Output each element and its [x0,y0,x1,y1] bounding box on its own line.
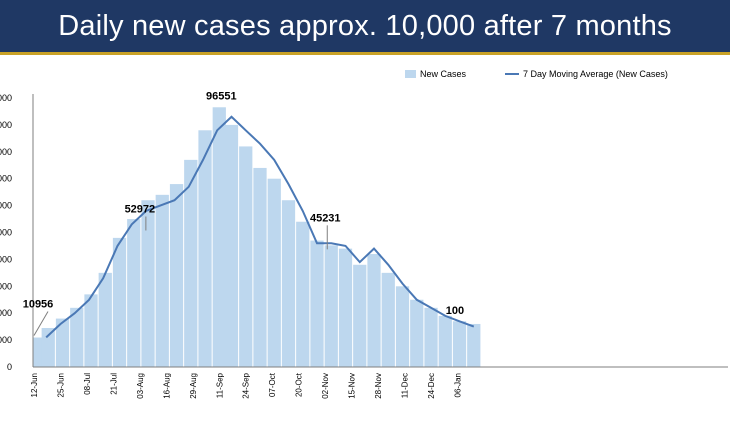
y-tick-label: 10000 [0,335,12,345]
bar [367,254,381,367]
bar [253,167,267,367]
bar [438,315,452,367]
legend-swatch-bar [405,70,416,78]
bar [410,299,424,367]
y-tick-label: 70000 [0,174,12,184]
bar [467,323,481,367]
legend-label: New Cases [420,69,467,79]
bar [381,272,395,367]
chart-annotations: 10956 52972 96551 45231 100 [23,90,464,336]
bar [239,146,253,367]
y-tick-label: 80000 [0,147,12,157]
bar [452,321,467,367]
data-label: 10956 [23,299,54,311]
moving-average-line [45,115,475,339]
bar [395,286,410,367]
x-tick-label: 08-Jul [83,373,92,395]
bar [155,194,169,367]
x-tick-label: 25-Jun [56,373,65,397]
bar [338,248,353,367]
x-axis-tick-labels: 12-Jun 25-Jun 08-Jul 21-Jul 03-Aug 16-Aug 29-A… [30,372,462,399]
x-tick-label: 15-Nov [348,373,357,399]
y-tick-label: 0 [7,362,12,372]
x-tick-label: 24-Sep [242,372,251,398]
x-tick-label: 02-Nov [321,373,330,399]
bar [169,184,184,367]
bar [267,178,281,367]
bar [324,245,338,367]
bar-series [33,107,481,368]
bar [310,240,324,367]
x-tick-label: 29-Aug [189,373,198,399]
bar [296,221,310,367]
bar [224,124,239,368]
bar [41,327,55,367]
y-tick-label: 30000 [0,281,12,291]
x-tick-label: 06-Jan [453,373,462,397]
y-tick-label: 50000 [0,228,12,238]
x-tick-label: 03-Aug [136,373,145,399]
bar [84,294,98,367]
bar [424,307,438,367]
y-tick-label: 20000 [0,308,12,318]
data-label: 52972 [125,204,156,216]
x-tick-label: 20-Oct [295,372,304,397]
chart-legend: New Cases 7 Day Moving Average (New Cases… [405,69,668,79]
bar [112,237,127,367]
x-tick-label: 11-Dec [401,373,410,398]
bar [70,307,84,367]
bar [212,107,226,368]
title-underline [0,52,730,55]
bar [281,200,296,367]
annotation-leader [33,311,49,336]
x-tick-label: 21-Jul [109,373,118,395]
x-tick-label: 11-Sep [215,372,224,398]
chart-axes [32,94,728,368]
data-label: 96551 [206,90,237,102]
y-tick-label: 40000 [0,254,12,264]
title-banner: Daily new cases approx. 10,000 after 7 m… [0,0,730,52]
y-tick-label: 100000 [0,93,12,103]
page-title: Daily new cases approx. 10,000 after 7 m… [58,9,672,42]
bar [198,130,212,367]
bar [55,318,70,367]
bar [184,159,198,367]
y-tick-label: 90000 [0,120,12,130]
bar [98,272,112,367]
x-tick-label: 07-Oct [268,372,277,397]
data-label: 100 [446,305,464,317]
legend-label: 7 Day Moving Average (New Cases) [523,69,668,79]
x-tick-label: 28-Nov [374,373,383,399]
data-label: 45231 [310,212,341,224]
y-tick-label: 60000 [0,201,12,211]
cases-chart: New Cases 7 Day Moving Average (New Cases… [0,69,728,399]
x-tick-label: 24-Dec [427,373,436,399]
x-tick-label: 12-Jun [30,373,39,397]
y-axis-tick-labels: 0 10000 20000 30000 40000 50000 60000 70000 8000… [0,93,12,372]
bar [141,200,155,367]
bar [127,219,141,367]
x-tick-label: 16-Aug [162,373,171,399]
bar [353,264,367,367]
